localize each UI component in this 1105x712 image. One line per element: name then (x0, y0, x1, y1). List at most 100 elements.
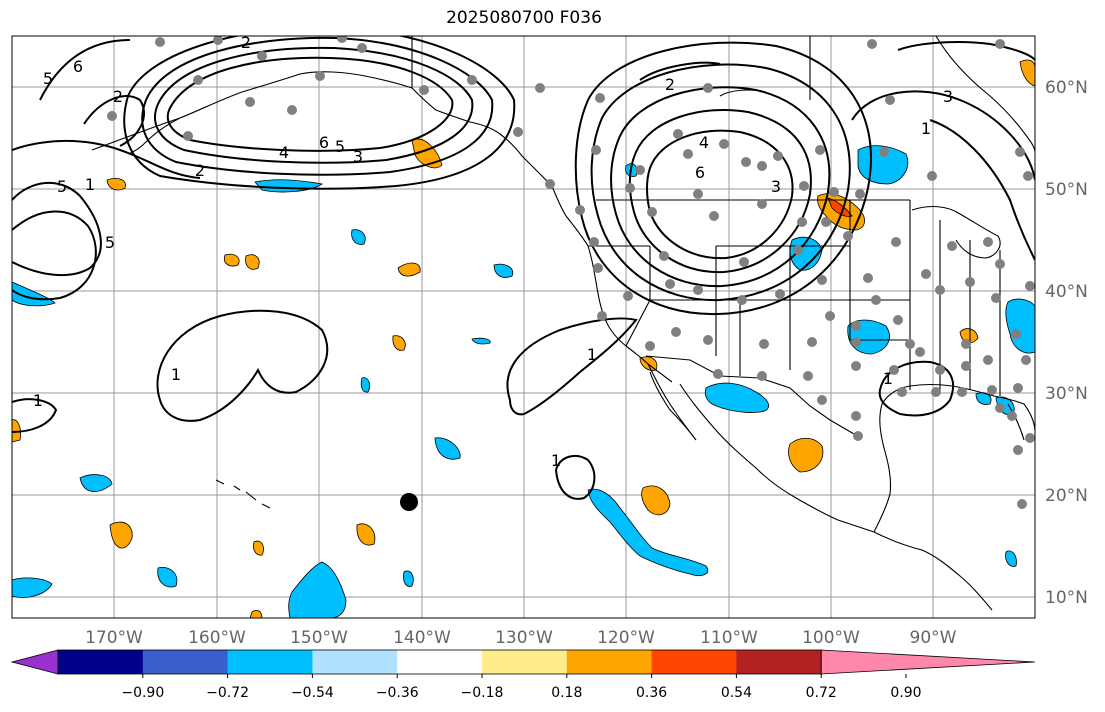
shade-blob (827, 197, 853, 217)
hudson-bay (935, 36, 1035, 153)
colorbar-segment (227, 650, 313, 674)
longitude-label: 150°W (290, 628, 348, 648)
colorbar-tick-label: −0.72 (206, 685, 249, 701)
contour-label: 1 (33, 391, 43, 410)
longitude-label: 100°W (802, 628, 860, 648)
shade-blob (157, 567, 178, 588)
coastlines-and-borders (91, 36, 1035, 611)
shade-blob (493, 263, 514, 278)
alaska-coastline (91, 71, 553, 187)
contour-line (123, 36, 516, 190)
contour-label: 1 (587, 345, 597, 364)
central-america (873, 531, 993, 611)
latitude-label: 60°N (1045, 78, 1088, 98)
contour-line (12, 39, 201, 179)
contour-line (12, 210, 97, 301)
latitude-label: 30°N (1045, 384, 1088, 404)
longitude-label: 160°W (188, 628, 246, 648)
colorbar-segment (566, 650, 653, 674)
colorbar-frame (57, 649, 822, 675)
shade-blob (12, 577, 53, 598)
colorbar-tick-label: −0.54 (291, 685, 334, 701)
colorbar-segment (58, 650, 144, 674)
contour-line (610, 86, 831, 288)
contour-label: 5 (43, 69, 53, 88)
colorbar-tick-label: 0.90 (890, 685, 921, 701)
colorbar (10, 649, 1036, 675)
contour-line (929, 119, 1035, 261)
latitude-label: 50°N (1045, 180, 1088, 200)
colorbar-max-arrow (820, 649, 1036, 675)
longitude-label: 110°W (700, 628, 758, 648)
us-mexico-border (645, 355, 855, 435)
contour-label: 5 (105, 233, 115, 252)
colorbar-segment (482, 650, 568, 674)
contour-label: 5 (57, 177, 67, 196)
shade-blob (434, 437, 461, 460)
hawaii (215, 479, 271, 509)
state-lines (588, 200, 1001, 396)
colorbar-segment (142, 650, 229, 674)
shade-blob (704, 382, 769, 413)
contour-line (554, 454, 596, 500)
highlight-marker (400, 493, 418, 511)
shade-blob (641, 485, 671, 516)
latitude-label: 10°N (1045, 588, 1088, 608)
longitude-label: 170°W (85, 628, 143, 648)
shade-blob (411, 138, 443, 169)
colorbar-segment (736, 650, 822, 674)
contour-label: 3 (771, 177, 781, 196)
colorbar-min-arrow (10, 649, 59, 675)
contour-line (878, 360, 955, 417)
shade-blob (253, 540, 264, 556)
contour-line (628, 108, 812, 274)
plot-frame (11, 35, 1036, 619)
contour-line (166, 56, 454, 152)
colorbar-tick-label: −0.36 (376, 685, 419, 701)
contour-line (506, 317, 638, 416)
contour-label: 1 (85, 175, 95, 194)
shade-blob (397, 262, 421, 277)
contour-label: 4 (699, 133, 709, 152)
contour-line (12, 398, 58, 433)
contour-line (574, 41, 872, 316)
colorbar-segment (397, 650, 483, 674)
contour-label: 3 (943, 87, 953, 106)
shade-blob (403, 570, 414, 587)
shade-blob (1019, 59, 1035, 87)
contour-label: 3 (353, 147, 363, 166)
colorbar-tick-label: 0.54 (721, 685, 752, 701)
shade-blob (587, 488, 709, 576)
colorbar-segment (651, 650, 737, 674)
contour-label: 2 (665, 75, 675, 94)
contour-line (83, 95, 145, 147)
contour-label: 6 (319, 133, 329, 152)
contour-line (154, 46, 474, 164)
contour-label: 2 (113, 87, 123, 106)
latitude-labels: 60°N 50°N 40°N 30°N 20°N 10°N (1045, 78, 1088, 608)
shade-blob (788, 437, 824, 473)
mexico-west-coast (679, 383, 875, 533)
shade-blob (245, 254, 260, 270)
longitude-label: 140°W (393, 628, 451, 648)
contour-label: 2 (241, 33, 251, 52)
shade-blob (356, 523, 376, 546)
shade-blob (223, 253, 240, 267)
longitude-label: 130°W (495, 628, 553, 648)
contour-label: 1 (921, 119, 931, 138)
contour-line (897, 41, 1035, 61)
colorbar-tick-label: 0.72 (806, 685, 837, 701)
shade-blob (79, 474, 113, 492)
contour-label: 5 (335, 137, 345, 156)
shade-blob (471, 337, 491, 345)
contour-label: 4 (279, 143, 289, 162)
station-markers (107, 36, 1035, 509)
colorbar-tick-label: 0.18 (551, 685, 582, 701)
contour-line (12, 182, 102, 277)
contour-label: 1 (883, 369, 893, 388)
colorbar-segment (312, 650, 398, 674)
contour-line (141, 36, 494, 176)
shade-blob (106, 178, 126, 191)
